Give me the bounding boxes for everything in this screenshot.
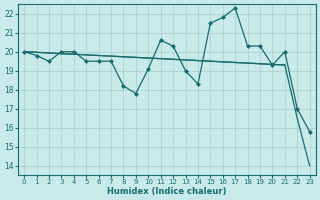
X-axis label: Humidex (Indice chaleur): Humidex (Indice chaleur) bbox=[107, 187, 227, 196]
